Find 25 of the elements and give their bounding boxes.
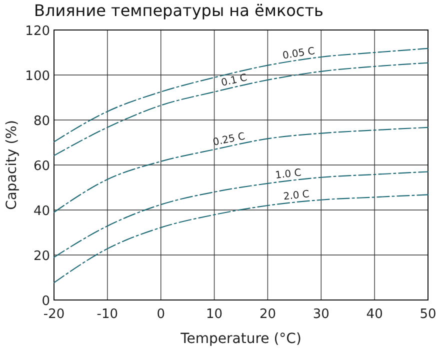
x-tick-label: 40 xyxy=(366,307,383,322)
y-tick-label: 0 xyxy=(42,294,50,309)
x-tick-label: 50 xyxy=(420,307,436,322)
x-tick-label: -20 xyxy=(43,307,65,322)
x-axis-title: Temperature (°C) xyxy=(180,331,302,347)
y-tick-label: 20 xyxy=(33,249,50,264)
line-series xyxy=(53,126,429,213)
x-tick-label: -10 xyxy=(96,307,118,322)
text: 2.0 C xyxy=(282,189,310,203)
y-tick-label: 120 xyxy=(25,24,50,39)
y-tick-label: 40 xyxy=(33,204,50,219)
x-tick-label: 30 xyxy=(312,307,330,322)
y-tick-label: 100 xyxy=(25,69,50,84)
text: 0.05 C xyxy=(282,46,316,62)
chart-title: Влияние температуры на ёмкость xyxy=(34,1,324,20)
text: 0.1 C xyxy=(220,72,248,89)
text: 1.0 C xyxy=(274,168,302,182)
y-tick-label: 60 xyxy=(33,159,50,174)
x-tick-label: 10 xyxy=(206,307,223,322)
text: 0.25 C xyxy=(212,131,246,148)
y-tick-label: 80 xyxy=(33,114,50,129)
x-tick-label: 0 xyxy=(156,307,165,322)
line-series xyxy=(53,62,429,156)
y-axis-title: Capacity (%) xyxy=(4,120,20,210)
x-tick-label: 20 xyxy=(259,307,276,322)
